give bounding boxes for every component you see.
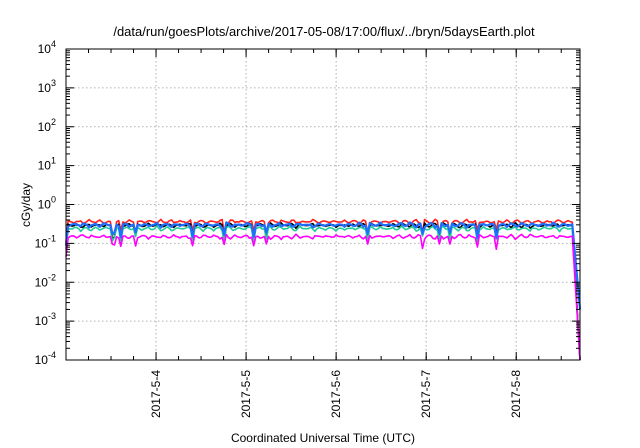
y-tick-label: 10-1 [35,233,56,250]
series-line [64,221,582,310]
x-tick-label: 2017-5-8 [509,370,523,418]
y-tick-label: 104 [38,39,56,56]
y-axis-label: cGy/day [19,183,33,227]
y-tick-label: 10-2 [35,272,56,289]
series-line [65,225,581,361]
series-line [65,233,581,361]
y-tick-label: 100 [38,195,56,212]
series-group [64,218,582,361]
y-tick-label: 102 [38,117,56,134]
grid [66,49,580,360]
x-axis-label: Coordinated Universal Time (UTC) [231,431,415,445]
x-axis: 2017-5-4 2017-5-5 2017-5-6 2017-5-7 2017-5-8 [65,49,562,418]
series-line [65,218,581,361]
x-tick-label: 2017-5-7 [419,370,433,418]
x-tick-label: 2017-5-5 [239,370,253,418]
y-tick-label: 103 [38,78,56,95]
chart-title: /data/run/goesPlots/archive/2017-05-08/1… [113,24,535,39]
y-tick-label: 10-3 [35,311,56,328]
x-tick-label: 2017-5-6 [329,370,343,418]
y-tick-label: 10-4 [35,350,56,367]
y-tick-label: 101 [38,156,56,173]
x-tick-label: 2017-5-4 [149,370,163,418]
